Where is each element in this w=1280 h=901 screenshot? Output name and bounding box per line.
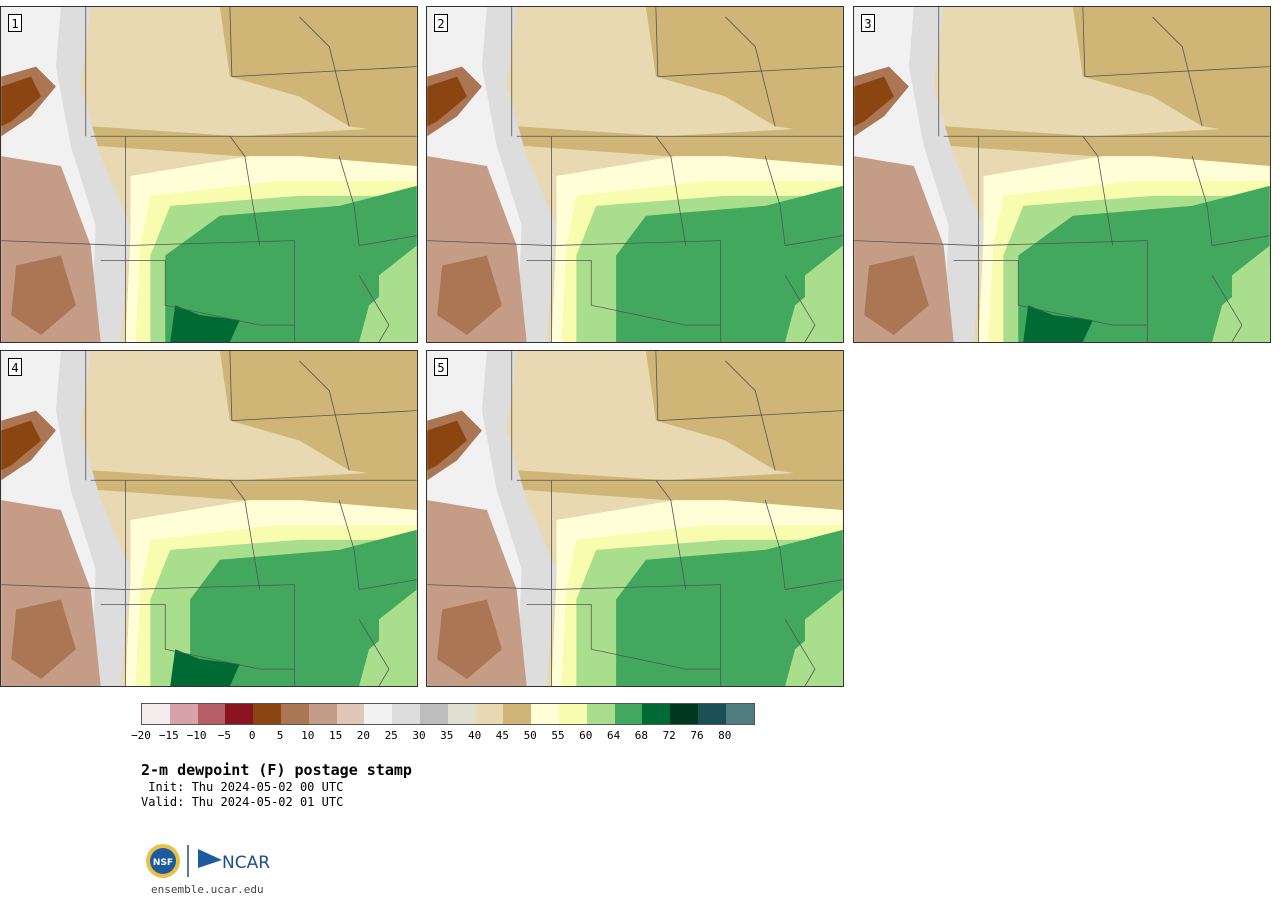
colorbar-tick: 45 xyxy=(496,729,509,742)
colorbar-ticks: −20 −15 −10 −5 0 5 10 15 20 25 30 35 40 45 50 55 60 64 68 7… xyxy=(141,729,781,743)
colorbar-tick: 30 xyxy=(412,729,425,742)
member-map-5: 5 xyxy=(426,350,844,687)
dewpoint-field-map xyxy=(1,351,417,686)
logos: NSF NCAR xyxy=(144,842,284,882)
colorbar-segment xyxy=(309,704,337,724)
member-map-3: 3 xyxy=(853,6,1271,343)
colorbar-segment xyxy=(142,704,170,724)
colorbar-segment xyxy=(225,704,253,724)
colorbar-tick: 40 xyxy=(468,729,481,742)
colorbar-tick: −5 xyxy=(218,729,231,742)
member-map-4: 4 xyxy=(0,350,418,687)
member-label: 2 xyxy=(434,14,448,32)
colorbar-tick: 60 xyxy=(579,729,592,742)
colorbar-segment xyxy=(615,704,643,724)
colorbar-tick: −15 xyxy=(159,729,179,742)
colorbar-segment xyxy=(559,704,587,724)
dewpoint-field-map xyxy=(427,7,843,342)
colorbar-tick: 50 xyxy=(524,729,537,742)
colorbar-segment xyxy=(726,704,754,724)
colorbar-tick: −20 xyxy=(131,729,151,742)
colorbar-tick: 20 xyxy=(357,729,370,742)
colorbar-tick: 15 xyxy=(329,729,342,742)
colorbar-segment xyxy=(420,704,448,724)
colorbar-segment xyxy=(642,704,670,724)
colorbar-tick: 10 xyxy=(301,729,314,742)
colorbar-segment xyxy=(670,704,698,724)
member-map-2: 2 xyxy=(426,6,844,343)
dewpoint-field-map xyxy=(427,351,843,686)
colorbar-segment xyxy=(337,704,365,724)
member-label: 4 xyxy=(8,358,22,376)
nsf-logo-icon: NSF xyxy=(146,844,180,878)
colorbar-segment xyxy=(253,704,281,724)
member-label: 3 xyxy=(861,14,875,32)
init-time: Init: Thu 2024-05-02 00 UTC xyxy=(141,780,343,794)
svg-text:NSF: NSF xyxy=(153,858,173,868)
colorbar-tick: 25 xyxy=(385,729,398,742)
colorbar xyxy=(141,703,755,725)
colorbar-tick: 72 xyxy=(663,729,676,742)
member-label: 1 xyxy=(8,14,22,32)
colorbar-segment xyxy=(281,704,309,724)
colorbar-segment xyxy=(392,704,420,724)
colorbar-segment xyxy=(448,704,476,724)
colorbar-tick: 68 xyxy=(635,729,648,742)
colorbar-tick: 76 xyxy=(690,729,703,742)
colorbar-tick: 35 xyxy=(440,729,453,742)
colorbar-segment xyxy=(531,704,559,724)
colorbar-segment xyxy=(476,704,504,724)
colorbar-tick: 5 xyxy=(277,729,284,742)
dewpoint-field-map xyxy=(1,7,417,342)
member-map-1: 1 xyxy=(0,6,418,343)
colorbar-tick: 55 xyxy=(551,729,564,742)
colorbar-segment xyxy=(170,704,198,724)
colorbar-segment xyxy=(364,704,392,724)
colorbar-segment xyxy=(198,704,226,724)
colorbar-tick: 80 xyxy=(718,729,731,742)
colorbar-segment xyxy=(503,704,531,724)
svg-text:NCAR: NCAR xyxy=(222,853,270,873)
member-label: 5 xyxy=(434,358,448,376)
colorbar-segment xyxy=(698,704,726,724)
colorbar-tick: 0 xyxy=(249,729,256,742)
site-url: ensemble.ucar.edu xyxy=(151,883,264,896)
colorbar-tick: 64 xyxy=(607,729,620,742)
page-title: 2-m dewpoint (F) postage stamp xyxy=(141,761,412,779)
colorbar-tick: −10 xyxy=(187,729,207,742)
colorbar-segment xyxy=(587,704,615,724)
dewpoint-field-map xyxy=(854,7,1270,342)
ncar-logo-icon: NCAR xyxy=(198,849,270,873)
valid-time: Valid: Thu 2024-05-02 01 UTC xyxy=(141,795,343,809)
